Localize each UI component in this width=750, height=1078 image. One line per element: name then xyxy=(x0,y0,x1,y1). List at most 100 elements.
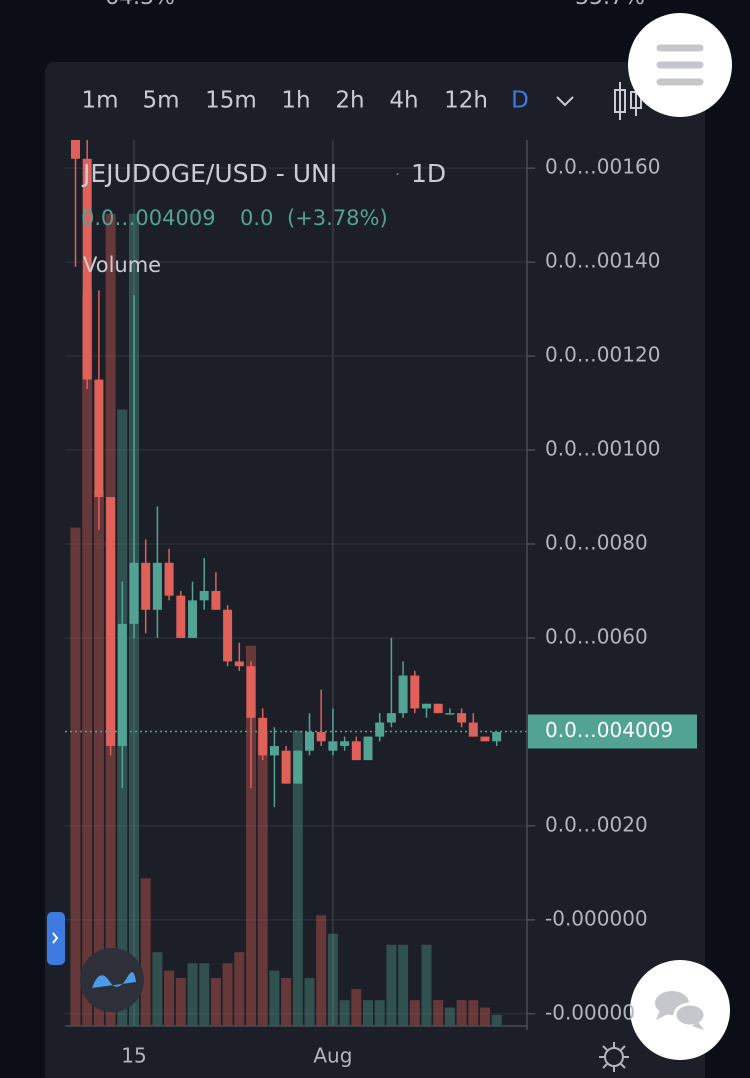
volume-bar xyxy=(491,1014,502,1026)
y-tick-label: 0.0…00120 xyxy=(545,343,660,367)
candle-body xyxy=(492,731,502,742)
legend-change-pct: (+3.78%) xyxy=(287,206,388,230)
volume-bar xyxy=(351,989,362,1026)
volume-bar xyxy=(281,978,292,1026)
candle-body xyxy=(422,703,431,709)
volume-bar xyxy=(386,944,397,1026)
volume-bar xyxy=(374,1000,385,1026)
symbol: JEJUDOGE/USD - UNI xyxy=(81,159,337,188)
candle-body xyxy=(340,741,350,747)
x-tick-label: 15 xyxy=(121,1044,146,1068)
volume-bar xyxy=(456,1000,467,1026)
candle-body xyxy=(480,736,490,742)
volume-bar xyxy=(316,915,327,1026)
y-tick-label: -0.00000 xyxy=(545,1000,635,1024)
candle-body xyxy=(305,731,314,751)
y-tick-label: -0.000000 xyxy=(545,906,648,930)
candle-body xyxy=(176,595,186,638)
candle-body xyxy=(152,562,162,610)
logo-icon xyxy=(92,972,136,988)
volume-bar xyxy=(421,944,432,1026)
volume-bar xyxy=(269,970,280,1026)
candle-body xyxy=(398,675,408,714)
candle-body xyxy=(211,590,221,610)
volume-bar xyxy=(257,730,268,1026)
interval-button[interactable]: 1h xyxy=(281,88,310,114)
candle-body xyxy=(433,703,443,714)
interval-button[interactable]: 15m xyxy=(205,88,257,114)
volume-bar xyxy=(398,944,409,1026)
volume-bar xyxy=(234,952,245,1026)
candle-body xyxy=(117,623,127,747)
legend-change: 0.0 xyxy=(240,206,273,230)
candle-body xyxy=(94,379,104,498)
toolbar: 1m 5m 15m 1h 2h 4h 12h D xyxy=(81,88,528,114)
candle-body xyxy=(293,750,303,784)
interval-button[interactable]: 5m xyxy=(142,88,179,114)
chart-panel xyxy=(45,62,705,1078)
candle-body xyxy=(457,713,467,723)
volume-bar xyxy=(164,970,175,1026)
volume-bar xyxy=(152,952,163,1026)
volume-bar xyxy=(433,1000,444,1026)
volume-bar xyxy=(93,490,104,1026)
candle-body xyxy=(375,722,385,737)
volume-bar xyxy=(175,978,186,1026)
dropdown-icon[interactable] xyxy=(556,96,574,107)
volume-bar xyxy=(199,963,210,1026)
candle-body xyxy=(82,158,92,380)
volume-bar xyxy=(468,1000,479,1026)
volume-bar xyxy=(82,291,93,1026)
y-tick-label: 0.0…0080 xyxy=(545,531,648,555)
candle-body xyxy=(445,713,455,715)
candle-body xyxy=(269,746,279,756)
volume-bar xyxy=(70,527,81,1026)
y-tick-label: 0.0…00140 xyxy=(545,249,660,273)
candle-body xyxy=(386,713,396,723)
logo[interactable] xyxy=(80,948,144,1012)
candle-body xyxy=(141,562,151,610)
candle-body xyxy=(199,590,209,601)
candle-body xyxy=(164,562,174,596)
candle-body xyxy=(129,562,139,624)
interval-button[interactable]: D xyxy=(511,88,529,114)
separator: · xyxy=(395,165,400,184)
stat: 35.7% xyxy=(575,0,645,10)
chat-icon xyxy=(655,991,707,1030)
interval-button[interactable]: 12h xyxy=(444,88,488,114)
interval-button[interactable]: 4h xyxy=(389,88,418,114)
candle-body xyxy=(234,661,244,667)
volume-bar xyxy=(292,730,303,1026)
volume-bar xyxy=(140,878,151,1026)
interval-button[interactable]: 2h xyxy=(335,88,364,114)
interval-button[interactable]: 1m xyxy=(81,88,118,114)
menu-icon xyxy=(656,44,704,86)
y-tick-label: 0.0…0020 xyxy=(545,812,648,836)
settings-icon[interactable] xyxy=(599,1042,629,1072)
volume-bar xyxy=(444,1007,455,1026)
candle-body xyxy=(410,675,420,709)
volume-bar xyxy=(363,1000,373,1026)
candle-body xyxy=(363,736,373,761)
side-tab-arrow xyxy=(52,932,59,944)
legend-price: 0.0…004009 xyxy=(81,206,216,230)
candle-body xyxy=(328,741,338,751)
y-tick-label: 0.0…00100 xyxy=(545,437,660,461)
interval: 1D xyxy=(411,159,446,188)
candle-body xyxy=(223,609,233,662)
volume-bar xyxy=(339,1000,350,1026)
volume-label: Volume xyxy=(83,253,161,277)
candle-body xyxy=(468,722,478,737)
last-price-badge xyxy=(528,714,697,749)
y-tick-label: 0.0…0060 xyxy=(545,624,648,648)
volume-bar xyxy=(187,963,198,1026)
stat: 64.3% xyxy=(105,0,175,10)
volume-bar xyxy=(480,1007,490,1026)
volume-bar xyxy=(304,978,315,1026)
y-tick-label: 0.0…00160 xyxy=(545,155,660,179)
volume-bar xyxy=(246,645,256,1026)
candle-body xyxy=(188,600,197,638)
last-price-label: 0.0…004009 xyxy=(545,718,673,742)
candle-body xyxy=(106,497,116,747)
